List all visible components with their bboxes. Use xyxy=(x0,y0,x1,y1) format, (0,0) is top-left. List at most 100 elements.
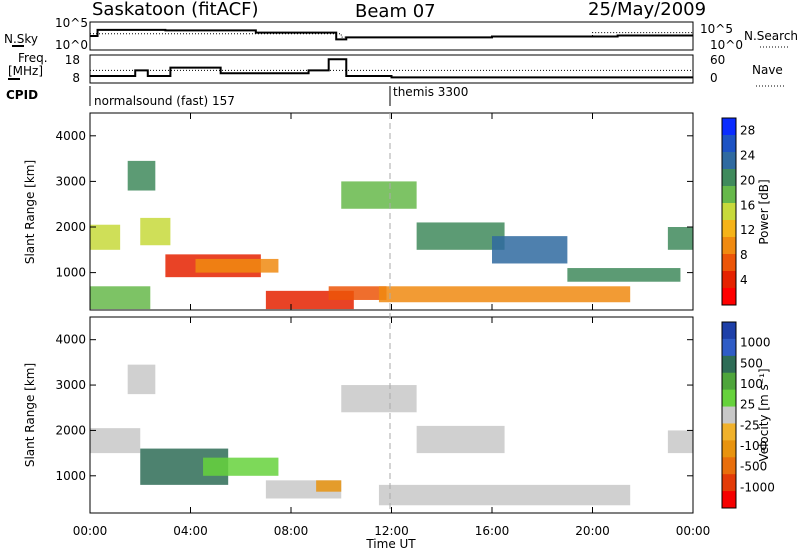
colorbar-segment xyxy=(722,254,736,272)
noise-right-tick-top: 10^5 xyxy=(700,22,733,36)
noise-sky-line xyxy=(90,28,693,41)
echo-region xyxy=(341,385,417,413)
echo-region xyxy=(416,425,505,454)
x-tick-label: 00:00 xyxy=(676,524,711,538)
cpid-entry-themis: themis 3300 xyxy=(393,85,468,99)
echo-region xyxy=(492,236,568,264)
power-colorbar: 4 8 12 16 20 24 28 xyxy=(721,117,755,306)
x-tick-label: 00:00 xyxy=(73,524,108,538)
colorbar-segment xyxy=(722,423,736,441)
x-tick-label: 16:00 xyxy=(475,524,510,538)
nave-label: Nave xyxy=(752,63,783,77)
colorbar-segment xyxy=(722,474,736,492)
noise-left-label: N.Sky xyxy=(4,32,38,46)
echo-region xyxy=(328,286,387,300)
freq-right-tick-top: 60 xyxy=(710,53,725,67)
velocity-colorbar-label: Velocity [m s⁻¹] xyxy=(757,368,771,461)
y-tick-label: 3000 xyxy=(55,174,86,188)
power-colorbar-label: Power [dB] xyxy=(757,179,771,244)
colorbar-tick-label: 1000 xyxy=(740,336,771,350)
colorbar-frame xyxy=(721,117,737,306)
echo-region xyxy=(90,286,151,310)
freq-panel xyxy=(89,54,694,84)
echo-region xyxy=(567,268,681,282)
echo-region xyxy=(195,258,279,273)
colorbar-segment xyxy=(722,457,736,475)
y-tick-label: 1000 xyxy=(55,266,86,280)
echo-region xyxy=(203,457,279,476)
freq-left-tick-bottom: 8 xyxy=(72,71,80,85)
echo-region xyxy=(90,224,121,250)
colorbar-segment xyxy=(722,203,736,221)
power-echo-cells xyxy=(90,160,693,310)
colorbar-tick-label: 20 xyxy=(740,173,755,187)
freq-left-label-1: Freq. xyxy=(18,51,48,65)
echo-region xyxy=(90,428,141,454)
noise-search-line xyxy=(90,32,693,38)
colorbar-tick-label: -25 xyxy=(740,418,760,432)
echo-region xyxy=(416,222,505,250)
colorbar-segment xyxy=(722,372,736,391)
echo-region xyxy=(341,181,417,209)
noise-left-tick-bottom: 10^0 xyxy=(55,38,88,52)
cpid-entry-normalsound: normalsound (fast) 157 xyxy=(94,94,235,108)
colorbar-tick-label: -500 xyxy=(740,460,767,474)
colorbar-tick-label: -1000 xyxy=(740,480,775,494)
colorbar-segment xyxy=(722,237,736,255)
colorbar-segment xyxy=(722,440,736,458)
power-y-ticks: 1000 2000 3000 4000 xyxy=(55,129,693,280)
colorbar-tick-label: 100 xyxy=(740,377,763,391)
colorbar-tick-label: 28 xyxy=(740,123,755,137)
echo-region xyxy=(127,364,156,395)
beam-title: Beam 07 xyxy=(355,1,436,22)
echo-region xyxy=(378,286,631,303)
freq-right-tick-bottom: 0 xyxy=(710,71,718,85)
colorbar-tick-label: 500 xyxy=(740,356,763,370)
station-title: Saskatoon (fitACF) xyxy=(92,0,259,20)
x-tick-label: 04:00 xyxy=(173,524,208,538)
y-tick-label: 1000 xyxy=(55,469,86,483)
colorbar-frame xyxy=(721,321,737,509)
x-axis-label: Time UT xyxy=(365,537,416,551)
echo-region xyxy=(378,484,631,506)
echo-region xyxy=(667,227,693,250)
colorbar-segment xyxy=(722,491,736,509)
colorbar-segment xyxy=(722,186,736,204)
colorbar-segment xyxy=(722,288,736,306)
y-tick-label: 3000 xyxy=(55,378,86,392)
colorbar-tick-label: 24 xyxy=(740,148,755,162)
echo-region xyxy=(667,430,693,454)
colorbar-segment xyxy=(722,169,736,187)
noise-right-tick-bottom: 10^0 xyxy=(710,38,743,52)
velocity-colorbar: 1000 500 100 25 -25 -100 -500 -1000 xyxy=(721,321,775,509)
y-tick-label: 4000 xyxy=(55,129,86,143)
colorbar-segment xyxy=(722,220,736,238)
x-axis-ticks: 00:00 04:00 08:00 12:00 16:00 20:00 00:00 xyxy=(73,113,711,538)
echo-region xyxy=(140,217,171,246)
colorbar-segment xyxy=(722,338,736,357)
freq-line xyxy=(90,58,693,79)
colorbar-segment xyxy=(722,152,736,170)
colorbar-tick-label: 12 xyxy=(740,223,755,237)
colorbar-segment xyxy=(722,406,736,424)
colorbar-tick-label: 8 xyxy=(740,248,748,262)
colorbar-segment xyxy=(722,389,736,408)
x-tick-label: 08:00 xyxy=(274,524,309,538)
noise-left-tick-top: 10^5 xyxy=(55,16,88,30)
y-tick-label: 2000 xyxy=(55,220,86,234)
echo-region xyxy=(127,160,156,191)
x-tick-label: 12:00 xyxy=(374,524,409,538)
colorbar-tick-label: 4 xyxy=(740,273,748,287)
colorbar-segment xyxy=(722,355,736,374)
echo-region xyxy=(316,480,342,492)
freq-left-label-2: [MHz] xyxy=(8,64,43,78)
date-title: 25/May/2009 xyxy=(588,0,706,20)
y-tick-label: 4000 xyxy=(55,333,86,347)
colorbar-segment xyxy=(722,135,736,153)
freq-left-tick-top: 18 xyxy=(65,53,80,67)
colorbar-segment xyxy=(722,271,736,289)
colorbar-segment xyxy=(722,118,736,136)
colorbar-tick-label: 16 xyxy=(740,198,755,212)
cpid-label: CPID xyxy=(6,88,38,102)
